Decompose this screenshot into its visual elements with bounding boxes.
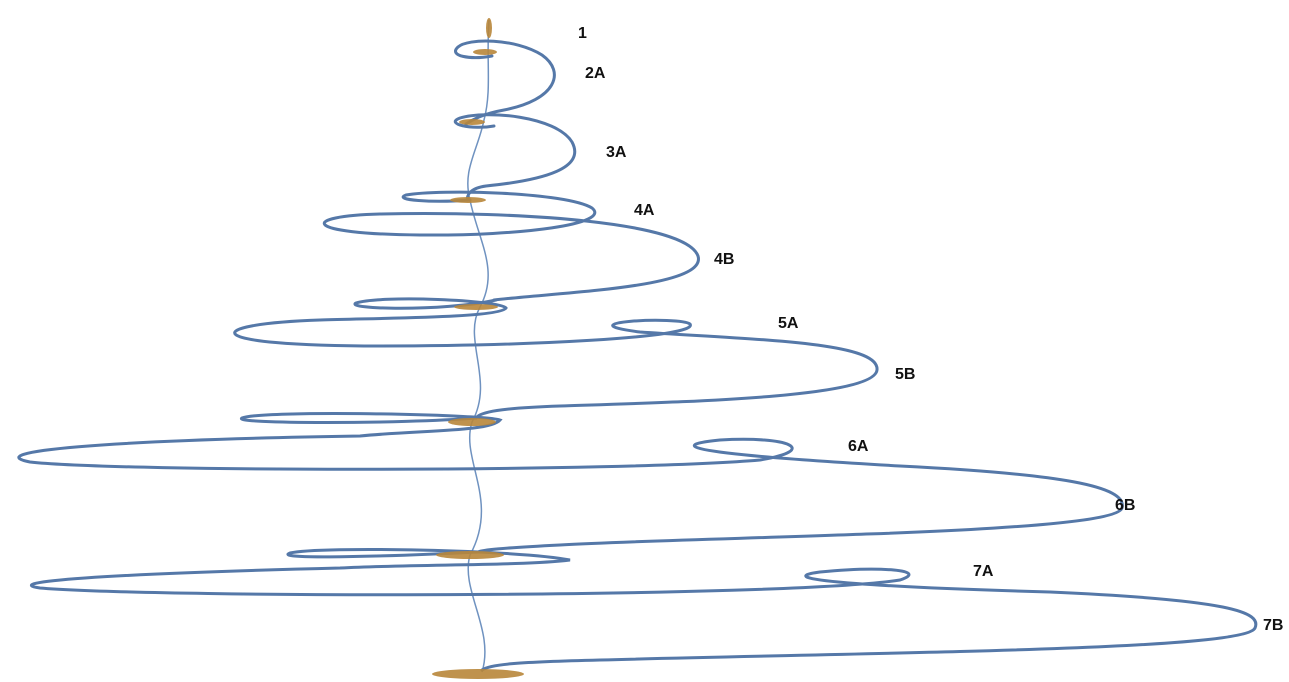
- node: [450, 197, 486, 203]
- coil-level-7: [31, 549, 1255, 670]
- node: [473, 49, 497, 55]
- label: 7A: [973, 563, 994, 580]
- coil-level-2: [456, 41, 555, 124]
- label: 6A: [848, 438, 869, 455]
- node: [459, 119, 485, 125]
- label: 2A: [585, 65, 606, 82]
- node: [436, 551, 504, 559]
- node: [486, 18, 492, 38]
- node: [448, 418, 496, 426]
- label: 5A: [778, 315, 799, 332]
- label: 1: [578, 25, 587, 42]
- node: [454, 304, 498, 310]
- coil-diagram: 1 2A 3A 4A 4B 5A 5B 6A 6B 7A 7B: [0, 0, 1289, 682]
- label: 6B: [1115, 497, 1135, 514]
- label: 5B: [895, 366, 915, 383]
- label: 3A: [606, 144, 627, 161]
- label: 7B: [1263, 617, 1283, 634]
- coil-level-6: [19, 414, 1122, 552]
- node: [432, 669, 524, 679]
- label: 4B: [714, 251, 734, 268]
- label: 4A: [634, 202, 655, 219]
